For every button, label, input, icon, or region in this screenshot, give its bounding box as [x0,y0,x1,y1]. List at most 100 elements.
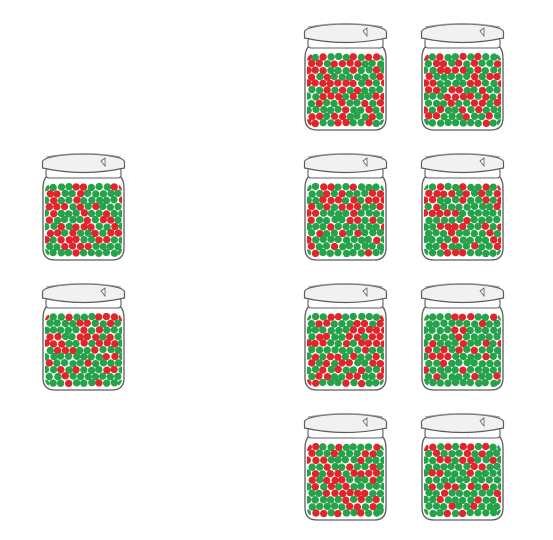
green-bead [76,346,84,355]
green-bead [45,372,53,381]
red-bead [478,319,487,328]
green-bead [470,333,479,341]
red-bead [481,222,490,230]
red-bead [443,66,452,75]
green-bead [361,216,369,225]
red-bead [69,229,77,237]
green-bead [49,236,57,244]
red-bead [311,209,320,217]
red-bead [315,59,324,67]
green-bead [69,360,77,368]
red-bead [103,235,111,244]
red-bead [45,203,53,211]
green-bead [54,372,62,381]
red-bead [338,98,346,107]
red-bead [376,332,384,341]
green-bead [319,313,328,321]
red-bead [471,372,479,381]
green-bead [470,86,478,94]
red-bead [315,99,323,108]
green-bead [493,462,501,471]
red-bead [323,373,332,381]
green-bead [80,313,89,321]
red-bead [380,366,384,374]
green-bead [80,353,88,361]
jar [420,153,505,261]
green-bead [361,73,369,82]
red-bead [45,235,50,244]
green-bead [489,223,497,231]
red-bead [360,489,369,498]
red-bead [80,209,89,217]
red-bead [467,482,475,491]
red-bead [353,372,361,380]
green-bead [330,99,338,108]
green-bead [339,243,347,251]
green-bead [432,346,441,354]
green-bead [357,183,366,191]
green-bead [91,319,99,327]
bead-cluster [424,53,501,127]
green-bead [439,202,448,211]
red-bead [87,223,95,231]
green-bead [490,79,498,88]
red-bead [107,216,115,224]
green-bead [312,236,320,244]
green-bead [478,489,486,497]
green-bead [319,496,328,504]
red-bead [50,197,58,205]
green-bead [424,60,433,68]
green-bead [76,229,85,237]
green-bead [88,339,96,348]
green-bead [432,502,441,510]
red-bead [319,79,327,88]
red-bead [368,113,376,121]
red-bead [376,72,384,81]
red-bead [497,339,501,348]
green-bead [326,496,335,504]
red-bead [482,339,490,347]
red-bead [349,326,358,334]
green-bead [455,229,464,237]
red-bead [316,333,324,341]
green-bead [330,373,339,381]
red-bead [319,53,327,61]
green-bead [326,106,335,114]
red-bead [451,326,459,334]
green-bead [436,249,445,257]
red-bead [353,86,362,95]
green-bead [376,462,384,471]
green-bead [455,373,463,381]
red-bead [357,326,366,335]
red-bead [428,469,436,477]
red-bead [316,112,324,120]
green-bead [372,223,380,231]
red-bead [64,379,73,387]
green-bead [345,190,354,198]
green-bead [361,372,370,381]
green-bead [326,339,335,347]
green-bead [95,249,103,257]
red-bead [319,67,327,75]
red-bead [308,359,316,367]
green-bead [425,216,433,225]
green-bead [493,359,501,368]
red-bead [110,313,119,321]
red-bead [311,339,319,348]
red-bead [459,340,468,348]
red-bead [334,313,343,321]
red-bead [57,340,66,348]
red-bead [80,223,88,231]
red-bead [451,223,459,231]
green-bead [334,248,342,257]
red-bead [478,463,486,471]
red-bead [470,73,479,81]
red-bead [432,59,441,68]
green-bead [361,60,369,68]
green-bead [349,118,357,127]
green-bead [361,503,370,511]
green-bead [493,112,501,120]
green-bead [462,372,471,380]
green-bead [463,502,471,511]
red-bead [334,196,343,204]
